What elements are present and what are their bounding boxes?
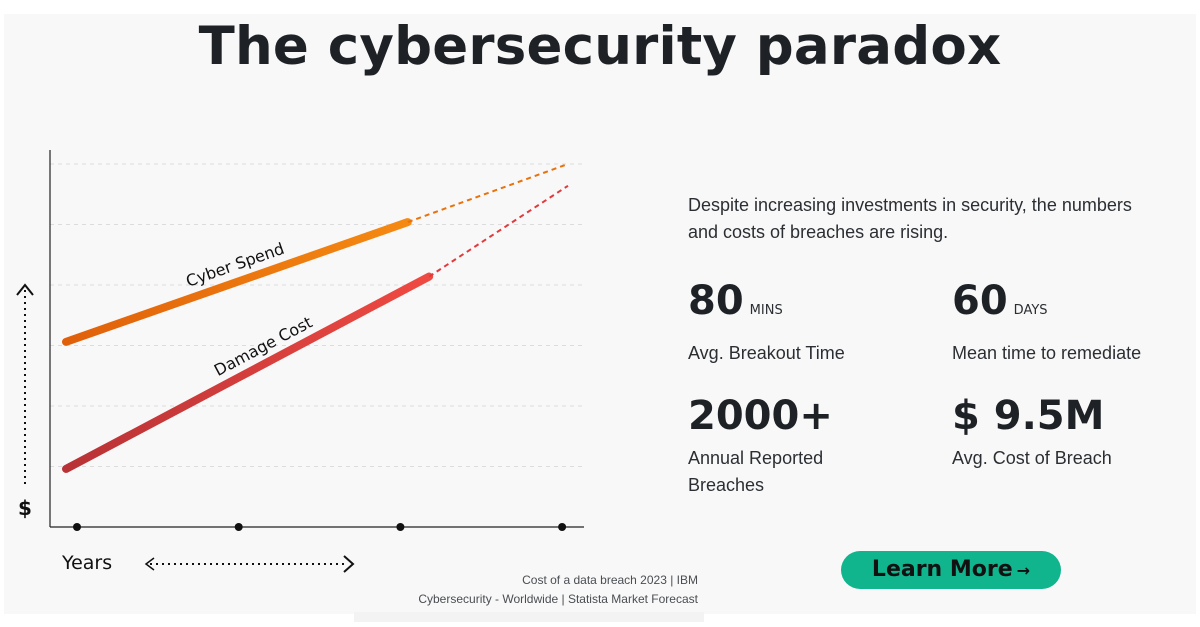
- stat-value: 60: [952, 278, 1008, 324]
- series-projection: [407, 163, 569, 224]
- stat-reported-breaches: 2000+ Annual Reported Breaches: [688, 393, 888, 499]
- source-statista: Cybersecurity - Worldwide | Statista Mar…: [418, 592, 698, 606]
- x-tick-dot: [73, 523, 81, 531]
- series-projection: [428, 184, 569, 278]
- stat-breach-cost: $ 9.5M Avg. Cost of Breach: [952, 393, 1112, 472]
- stat-unit: MINS: [749, 303, 783, 318]
- left-arrowhead-icon: [144, 557, 155, 571]
- sources: Cost of a data breach 2023 | IBM Cyberse…: [300, 571, 698, 609]
- source-ibm: Cost of a data breach 2023 | IBM: [522, 573, 698, 587]
- stat-label: Avg. Breakout Time: [688, 343, 845, 363]
- x-tick-dot: [234, 523, 243, 531]
- stat-unit: DAYS: [1013, 303, 1048, 318]
- up-arrowhead-icon: [16, 283, 34, 296]
- learn-more-label: Learn More: [871, 557, 1013, 582]
- stat-label: Avg. Cost of Breach: [952, 448, 1112, 468]
- y-axis-label: $: [18, 496, 32, 520]
- x-tick-dot: [396, 523, 405, 531]
- stat-label: Mean time to remediate: [952, 343, 1142, 363]
- arrow-right-icon: →: [1016, 561, 1031, 580]
- stat-label: Annual Reported Breaches: [688, 448, 824, 495]
- page-title: The cybersecurity paradox: [198, 16, 1002, 77]
- stat-value: 2000+: [688, 393, 833, 439]
- x-tick-dot: [558, 523, 567, 531]
- sources-strip: [354, 612, 704, 622]
- chart-gridlines: [50, 163, 584, 467]
- series-line: [62, 272, 434, 473]
- content-card: [4, 14, 1196, 614]
- learn-more-button[interactable]: Learn More →: [841, 551, 1061, 589]
- stat-remediate-time: 60 DAYS Mean time to remediate: [952, 278, 1141, 367]
- description: Despite increasing investments in securi…: [688, 195, 1132, 242]
- right-arrowhead-icon: [343, 555, 355, 573]
- stat-value: 80: [688, 278, 744, 324]
- series-line: [62, 218, 412, 346]
- stat-breakout-time: 80 MINS Avg. Breakout Time: [688, 278, 845, 367]
- x-axis-label: Years: [61, 552, 112, 574]
- x-axis-ticks: [73, 523, 567, 531]
- stat-value: $ 9.5M: [952, 393, 1105, 439]
